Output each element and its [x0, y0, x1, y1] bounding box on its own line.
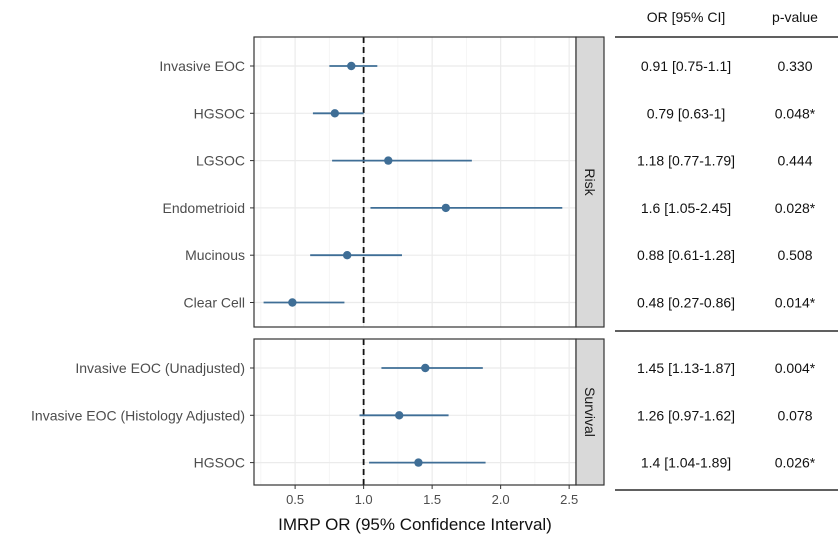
- or-ci-value: 0.79 [0.63-1]: [647, 105, 726, 121]
- x-tick-label: 0.5: [286, 492, 304, 507]
- or-point: [421, 363, 430, 373]
- category-label: Clear Cell: [184, 295, 245, 311]
- facet-strip: [575, 338, 605, 486]
- or-ci-value: 1.6 [1.05-2.45]: [641, 200, 731, 216]
- panel-background: [254, 37, 576, 327]
- or-point: [288, 298, 297, 307]
- or-ci-value: 1.26 [0.97-1.62]: [637, 407, 735, 423]
- p-value: 0.028*: [775, 200, 816, 216]
- p-value: 0.078: [777, 407, 812, 423]
- x-tick-label: 2.0: [492, 492, 510, 507]
- or-point: [342, 251, 352, 260]
- or-point: [384, 156, 393, 165]
- category-label: Mucinous: [185, 247, 245, 263]
- table-header-p: p-value: [772, 9, 818, 25]
- x-tick-label: 1.0: [355, 492, 373, 507]
- or-ci-value: 0.48 [0.27-0.86]: [637, 295, 735, 311]
- x-tick-label: 2.5: [560, 492, 578, 507]
- category-label: HGSOC: [194, 105, 245, 121]
- category-label: HGSOC: [194, 455, 245, 471]
- or-ci-value: 1.45 [1.13-1.87]: [637, 360, 735, 376]
- facet-strip: [575, 36, 605, 328]
- or-ci-value: 0.88 [0.61-1.28]: [637, 247, 735, 263]
- or-point: [347, 61, 356, 71]
- or-point: [330, 109, 340, 118]
- or-point: [395, 411, 404, 420]
- p-value: 0.444: [777, 153, 812, 169]
- category-label: Endometrioid: [163, 200, 246, 216]
- p-value: 0.014*: [775, 295, 816, 311]
- table-header-or: OR [95% CI]: [647, 9, 726, 25]
- or-point: [414, 458, 423, 467]
- category-label: Invasive EOC (Histology Adjusted): [31, 407, 245, 423]
- p-value: 0.330: [777, 58, 812, 74]
- or-point: [441, 203, 451, 213]
- category-label: LGSOC: [196, 153, 245, 169]
- facet-strip-label: Survival: [582, 387, 598, 437]
- or-ci-value: 1.18 [0.77-1.79]: [637, 153, 735, 169]
- category-label: Invasive EOC: [159, 58, 245, 74]
- x-tick-label: 1.5: [423, 492, 441, 507]
- category-label: Invasive EOC (Unadjusted): [75, 360, 245, 376]
- x-axis-title: IMRP OR (95% Confidence Interval): [278, 515, 552, 534]
- p-value: 0.004*: [775, 360, 816, 376]
- facet-strip-label: Risk: [582, 168, 598, 196]
- or-ci-value: 0.91 [0.75-1.1]: [641, 58, 731, 74]
- or-ci-value: 1.4 [1.04-1.89]: [641, 455, 731, 471]
- p-value: 0.026*: [775, 455, 816, 471]
- p-value: 0.048*: [775, 105, 816, 121]
- p-value: 0.508: [777, 247, 812, 263]
